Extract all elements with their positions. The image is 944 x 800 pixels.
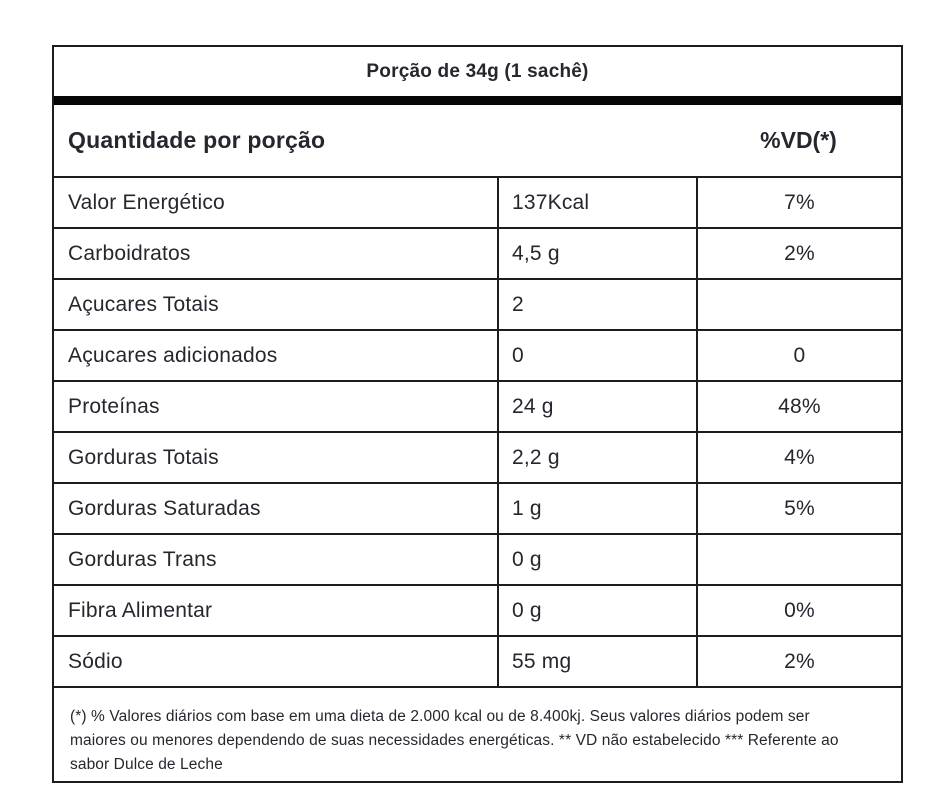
table-row: Sódio 55 mg 2% bbox=[54, 637, 901, 688]
table-header-row: Quantidade por porção %VD(*) bbox=[54, 105, 901, 178]
nutrient-amount: 0 g bbox=[497, 586, 696, 635]
nutrient-amount: 2 bbox=[497, 280, 696, 329]
serving-title: Porção de 34g (1 sachê) bbox=[366, 60, 589, 82]
nutrient-amount: 24 g bbox=[497, 382, 696, 431]
nutrient-amount: 2,2 g bbox=[497, 433, 696, 482]
nutrient-dv bbox=[696, 280, 901, 329]
nutrient-name: Gorduras Trans bbox=[68, 547, 217, 571]
nutrient-amount: 137Kcal bbox=[497, 178, 696, 227]
nutrient-name: Proteínas bbox=[68, 394, 160, 418]
table-row: Valor Energético 137Kcal 7% bbox=[54, 178, 901, 229]
table-row: Proteínas 24 g 48% bbox=[54, 382, 901, 433]
nutrient-dv bbox=[696, 535, 901, 584]
nutrient-amount: 1 g bbox=[497, 484, 696, 533]
nutrient-name: Fibra Alimentar bbox=[68, 598, 213, 622]
table-row: Gorduras Totais 2,2 g 4% bbox=[54, 433, 901, 484]
nutrient-amount: 0 g bbox=[497, 535, 696, 584]
nutrient-name: Valor Energético bbox=[68, 190, 225, 214]
nutrient-dv: 2% bbox=[696, 229, 901, 278]
nutrition-table: Porção de 34g (1 sachê) Quantidade por p… bbox=[52, 45, 903, 783]
daily-values-footnote: (*) % Valores diários com base em uma di… bbox=[70, 708, 839, 774]
table-row: Açucares Totais 2 bbox=[54, 280, 901, 331]
nutrient-amount: 0 bbox=[497, 331, 696, 380]
nutrient-name: Açucares adicionados bbox=[68, 343, 278, 367]
nutrient-name: Sódio bbox=[68, 649, 123, 673]
table-row: Carboidratos 4,5 g 2% bbox=[54, 229, 901, 280]
nutrient-name: Carboidratos bbox=[68, 241, 191, 265]
nutrient-dv: 7% bbox=[696, 178, 901, 227]
table-body: Valor Energético 137Kcal 7% Carboidratos… bbox=[54, 178, 901, 688]
nutrient-dv: 48% bbox=[696, 382, 901, 431]
nutrient-dv: 0% bbox=[696, 586, 901, 635]
nutrient-amount: 4,5 g bbox=[497, 229, 696, 278]
nutrient-dv: 0 bbox=[696, 331, 901, 380]
nutrient-amount: 55 mg bbox=[497, 637, 696, 686]
nutrient-name: Açucares Totais bbox=[68, 292, 219, 316]
serving-title-row: Porção de 34g (1 sachê) bbox=[54, 47, 901, 96]
nutrient-name: Gorduras Totais bbox=[68, 445, 219, 469]
quantity-per-serving-label: Quantidade por porção bbox=[68, 127, 326, 153]
table-row: Açucares adicionados 0 0 bbox=[54, 331, 901, 382]
nutrient-dv: 5% bbox=[696, 484, 901, 533]
table-row: Fibra Alimentar 0 g 0% bbox=[54, 586, 901, 637]
nutrient-dv: 2% bbox=[696, 637, 901, 686]
daily-value-label: %VD(*) bbox=[760, 127, 837, 153]
divider-bar bbox=[54, 96, 901, 105]
nutrient-dv: 4% bbox=[696, 433, 901, 482]
nutrient-name: Gorduras Saturadas bbox=[68, 496, 261, 520]
table-row: Gorduras Trans 0 g bbox=[54, 535, 901, 586]
table-row: Gorduras Saturadas 1 g 5% bbox=[54, 484, 901, 535]
